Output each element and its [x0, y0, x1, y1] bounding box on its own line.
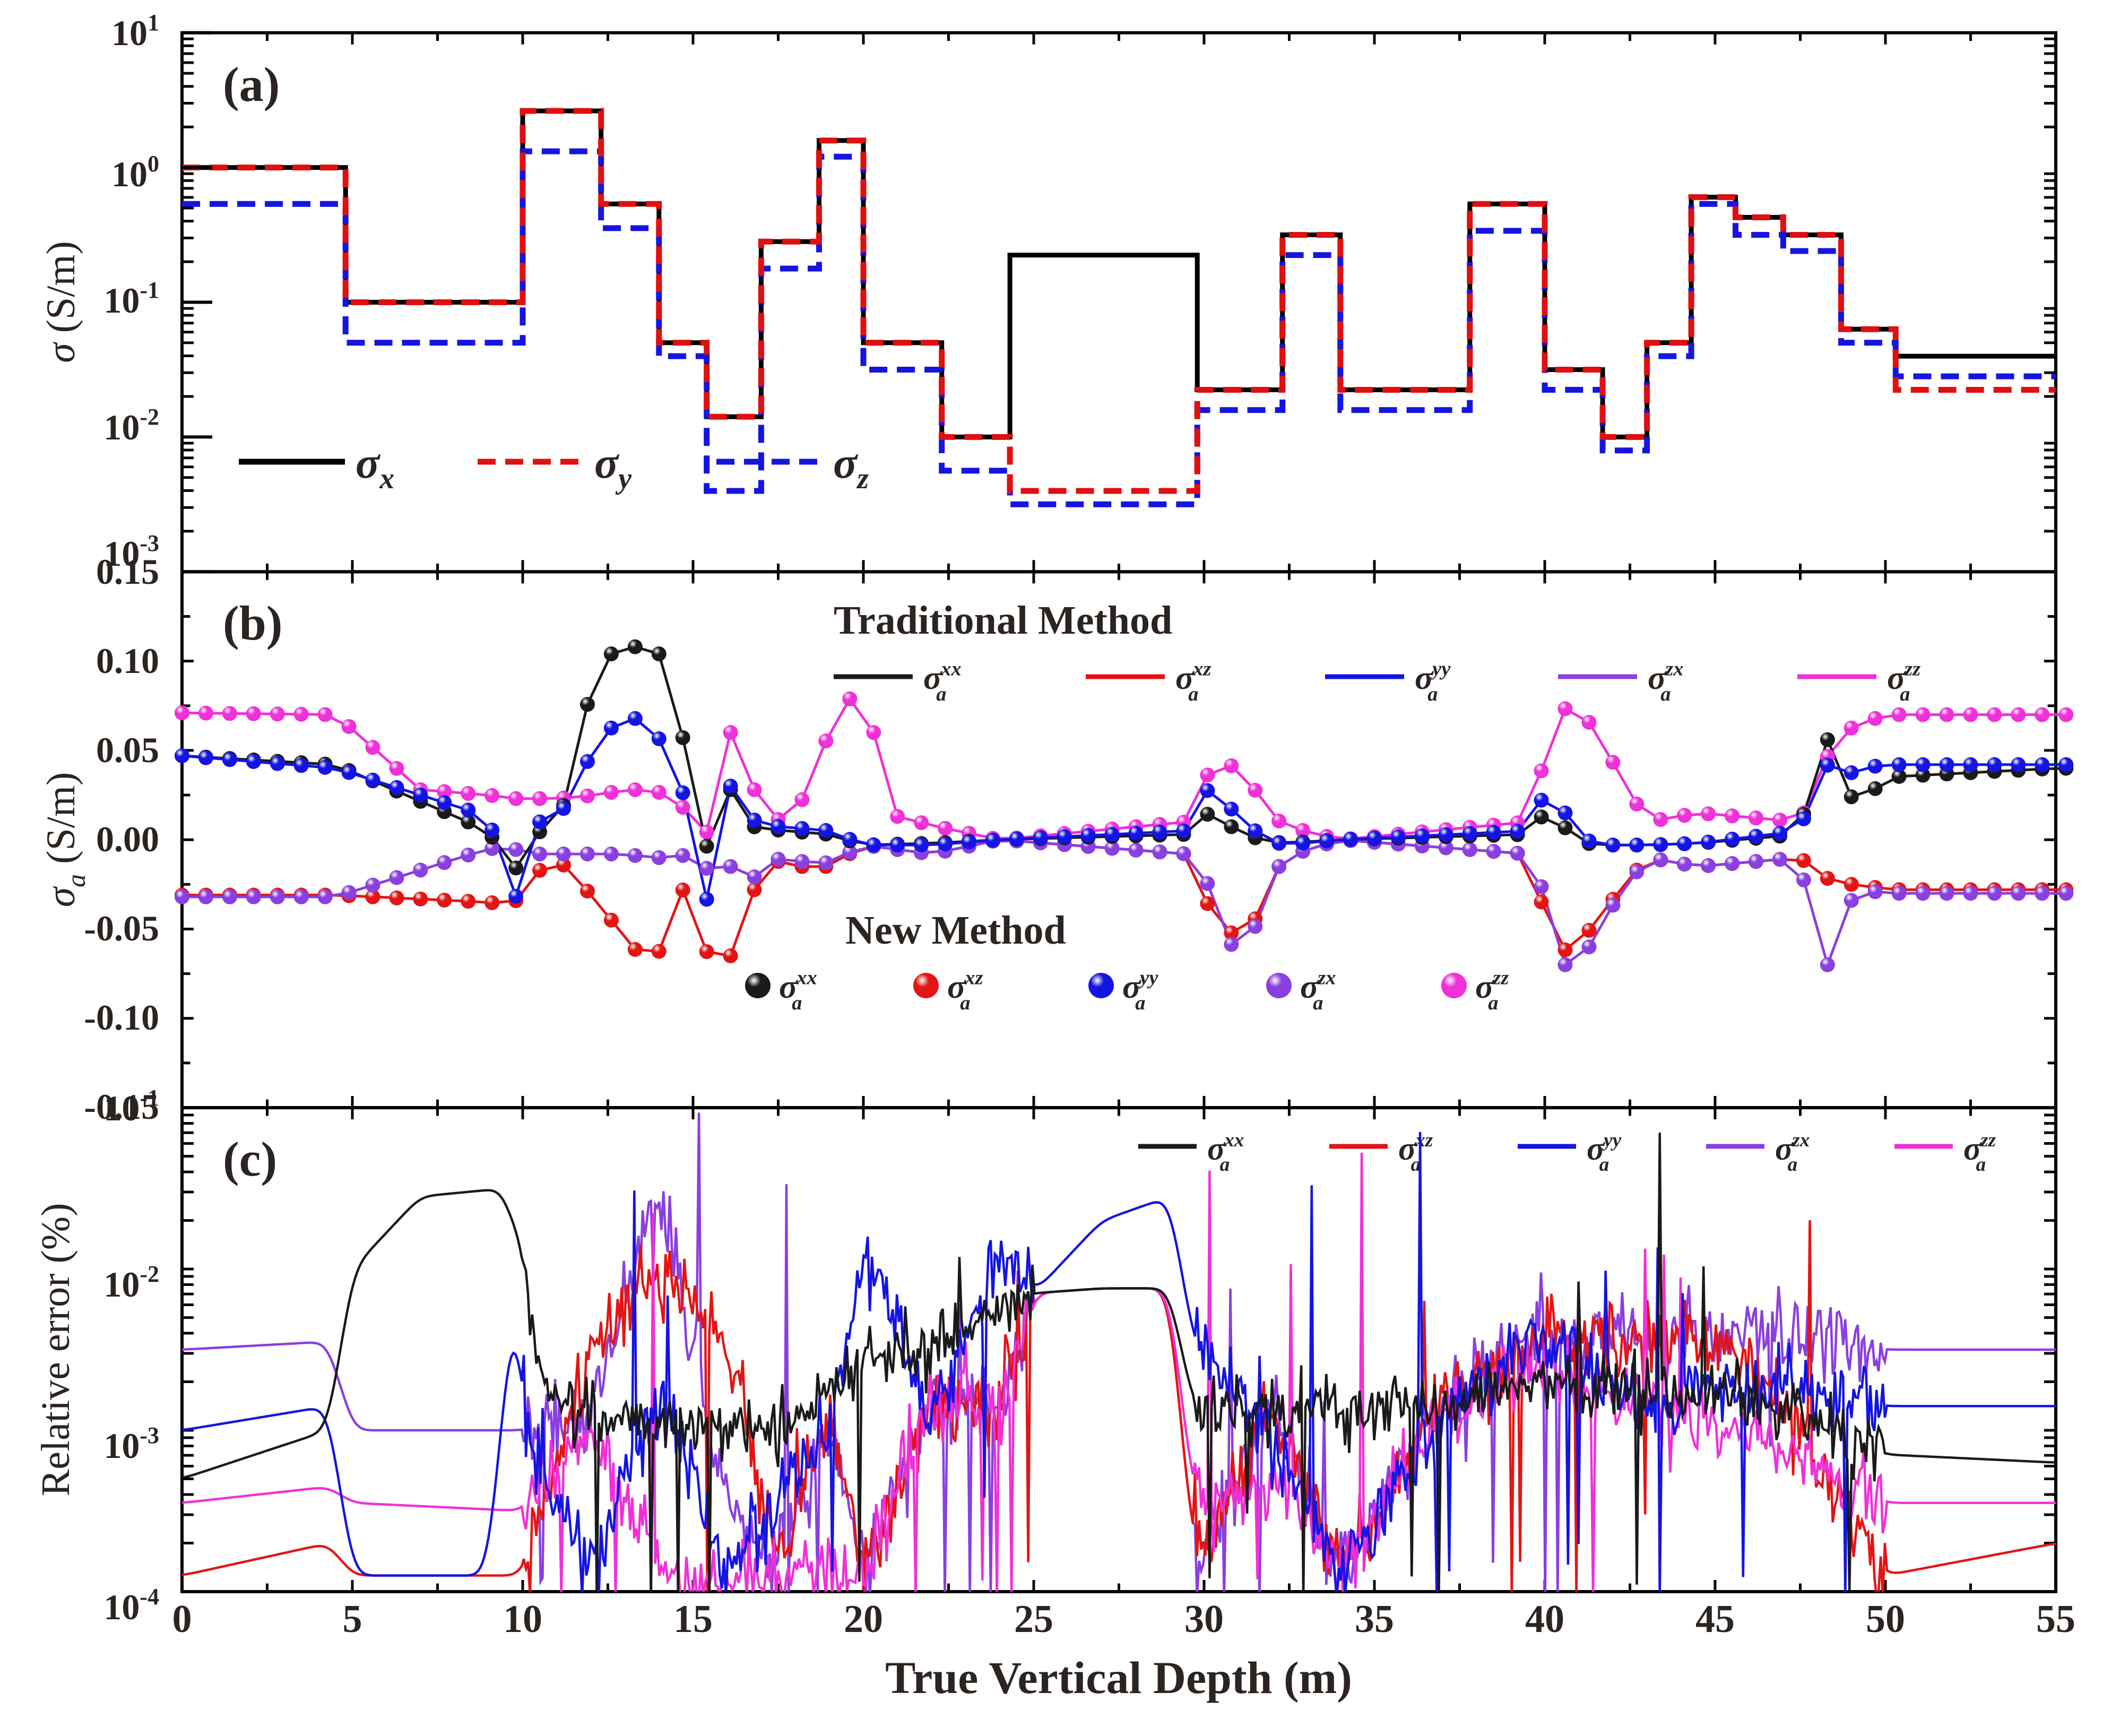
svg-text:a: a [1488, 992, 1498, 1014]
svg-text:20: 20 [844, 1597, 883, 1641]
svg-text:40: 40 [1525, 1597, 1564, 1641]
svg-text:xx: xx [1224, 1129, 1244, 1151]
svg-text:New Method: New Method [845, 908, 1066, 953]
svg-text:5: 5 [343, 1597, 362, 1641]
svg-text:True Vertical Depth (m): True Vertical Depth (m) [885, 1652, 1352, 1703]
svg-text:30: 30 [1184, 1597, 1224, 1641]
svg-text:zz: zz [1903, 658, 1920, 680]
svg-text:zz: zz [1492, 966, 1509, 989]
svg-text:0.05: 0.05 [96, 730, 159, 770]
svg-text:a: a [960, 992, 970, 1014]
svg-text:25: 25 [1014, 1597, 1053, 1641]
svg-text:a: a [1976, 1154, 1986, 1176]
svg-text:0.00: 0.00 [96, 819, 159, 859]
svg-text:xz: xz [1192, 658, 1211, 680]
svg-text:yy: yy [1430, 658, 1451, 680]
svg-text:15: 15 [673, 1597, 713, 1641]
svg-text:0.15: 0.15 [96, 551, 159, 592]
svg-text:a: a [1188, 683, 1198, 705]
svg-text:a: a [1788, 1154, 1798, 1176]
svg-text:Traditional Method: Traditional Method [834, 598, 1172, 643]
svg-text:a: a [1427, 683, 1438, 705]
svg-text:σ (S/m): σ (S/m) [39, 241, 83, 363]
svg-text:zz: zz [1979, 1129, 1996, 1151]
svg-text:-0.10: -0.10 [84, 997, 159, 1038]
svg-text:zx: zx [1791, 1129, 1810, 1151]
svg-text:55: 55 [2036, 1597, 2075, 1641]
svg-text:(c): (c) [223, 1132, 277, 1186]
svg-text:a: a [1220, 1154, 1230, 1176]
svg-text:Relative error (%): Relative error (%) [33, 1203, 78, 1497]
svg-text:xz: xz [1415, 1129, 1433, 1151]
svg-text:0.10: 0.10 [96, 641, 159, 681]
svg-text:a: a [936, 683, 946, 705]
svg-text:yy: yy [1602, 1129, 1622, 1151]
svg-text:a: a [1599, 1154, 1609, 1176]
svg-text:xx: xx [796, 966, 817, 989]
svg-text:-0.05: -0.05 [84, 908, 159, 948]
svg-text:45: 45 [1695, 1597, 1735, 1641]
svg-text:0: 0 [172, 1597, 192, 1641]
svg-text:50: 50 [1866, 1597, 1905, 1641]
svg-text:(a): (a) [223, 57, 280, 111]
svg-text:35: 35 [1355, 1597, 1394, 1641]
svg-text:zx: zx [1317, 966, 1336, 989]
svg-text:a: a [1900, 683, 1910, 705]
svg-text:(b): (b) [223, 596, 282, 650]
svg-text:yy: yy [1138, 966, 1158, 989]
svg-text:a: a [1660, 683, 1671, 705]
svg-text:xx: xx [940, 658, 961, 680]
svg-text:xz: xz [964, 966, 983, 989]
svg-text:a: a [1135, 992, 1145, 1014]
svg-text:a: a [792, 992, 802, 1014]
svg-text:10: 10 [503, 1597, 542, 1641]
svg-text:a: a [1313, 992, 1323, 1014]
svg-text:zx: zx [1664, 658, 1683, 680]
